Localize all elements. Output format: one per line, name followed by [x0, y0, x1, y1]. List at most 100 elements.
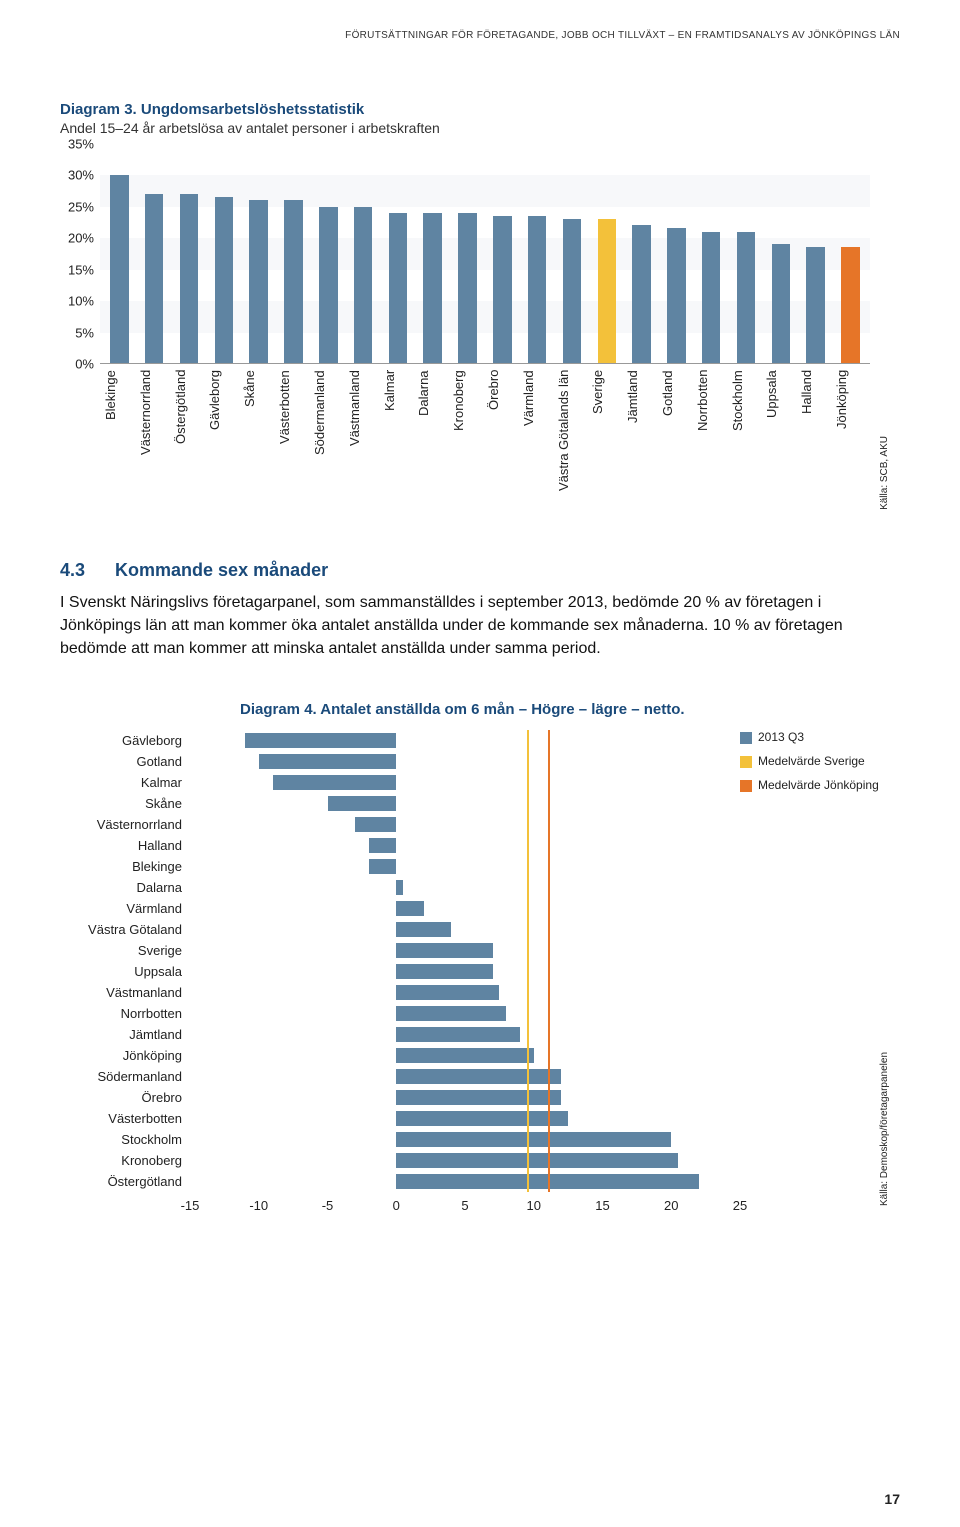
chart1-bar	[249, 200, 267, 363]
chart2-ylabel: Blekinge	[60, 856, 190, 877]
chart1-bar	[145, 194, 163, 363]
chart2-ylabel: Skåne	[60, 793, 190, 814]
chart2-ylabel: Värmland	[60, 898, 190, 919]
chart1-ytick: 15%	[68, 262, 94, 277]
chart1-bar	[598, 219, 616, 363]
section-body: I Svenskt Näringslivs företagarpanel, so…	[60, 591, 900, 661]
chart1-bar	[458, 213, 476, 363]
chart2-ylabel: Västernorrland	[60, 814, 190, 835]
chart1-bar	[772, 244, 790, 363]
chart1-xlabel: Örebro	[487, 370, 518, 510]
chart2-bar	[245, 733, 396, 748]
chart1-xlabel: Värmland	[522, 370, 553, 510]
chart1-xlabel: Gotland	[661, 370, 692, 510]
chart2-ylabel: Västmanland	[60, 982, 190, 1003]
chart1-xlabel: Västmanland	[348, 370, 379, 510]
chart1-bar	[284, 200, 302, 363]
chart2-bar	[396, 880, 403, 895]
chart1-bar	[215, 197, 233, 363]
chart1-xlabel: Östergötland	[174, 370, 205, 510]
chart1-bar	[563, 219, 581, 363]
chart2-ylabel: Örebro	[60, 1087, 190, 1108]
chart1-bar	[841, 247, 859, 363]
section-number: 4.3	[60, 560, 85, 580]
chart1-bar	[737, 232, 755, 363]
chart1-bar	[319, 207, 337, 363]
chart1-bar	[702, 232, 720, 363]
chart1-plot: 0%5%10%15%20%25%30%35%	[100, 144, 870, 364]
chart2-ylabel: Södermanland	[60, 1066, 190, 1087]
chart2-bar	[273, 775, 397, 790]
chart2-plot	[190, 730, 740, 1192]
chart1-bar	[423, 213, 441, 363]
chart1-ytick: 5%	[75, 325, 94, 340]
chart1-source: Källa: SCB, AKU	[879, 436, 890, 510]
chart1-bar	[667, 228, 685, 363]
chart2-bar	[396, 1027, 520, 1042]
chart1-bar	[806, 247, 824, 363]
chart2-bar	[396, 1048, 534, 1063]
chart1-ytick: 25%	[68, 199, 94, 214]
chart2-xtick: -10	[249, 1198, 268, 1213]
chart2-ylabel: Gävleborg	[60, 730, 190, 751]
chart1-xlabel: Sverige	[591, 370, 622, 510]
legend-label-ref2: Medelvärde Jönköping	[758, 778, 879, 792]
chart1-bar	[632, 225, 650, 363]
chart1-xlabel: Skåne	[243, 370, 274, 510]
chart2-ylabel: Dalarna	[60, 877, 190, 898]
chart2-bar	[259, 754, 397, 769]
chart2-bar	[396, 1090, 561, 1105]
chart1-xlabel: Uppsala	[765, 370, 796, 510]
chart1-bar	[354, 207, 372, 363]
chart1-xlabel: Blekinge	[104, 370, 135, 510]
chart2-bar	[396, 901, 424, 916]
section-heading: 4.3Kommande sex månader	[60, 560, 900, 581]
chart2-bar	[369, 838, 397, 853]
chart1-title: Diagram 3. Ungdomsarbetslöshetsstatistik	[60, 101, 900, 118]
chart2-bar	[328, 796, 397, 811]
chart2-bar	[396, 1132, 671, 1147]
chart1-ytick: 10%	[68, 294, 94, 309]
chart1-ytick: 30%	[68, 168, 94, 183]
chart2-ylabel: Norrbotten	[60, 1003, 190, 1024]
chart1-xlabel: Västra Götalands län	[557, 370, 588, 510]
chart1-xlabel: Västerbotten	[278, 370, 309, 510]
chart2-xtick: 25	[733, 1198, 747, 1213]
chart2-xtick: 10	[527, 1198, 541, 1213]
chart1-xlabel: Västernorrland	[139, 370, 170, 510]
chart2-bar	[396, 1006, 506, 1021]
chart2-block: Diagram 4. Antalet anställda om 6 mån – …	[60, 701, 900, 1216]
chart1-xlabel: Stockholm	[731, 370, 762, 510]
chart1-xlabel: Jämtland	[626, 370, 657, 510]
chart1-block: Diagram 3. Ungdomsarbetslöshetsstatistik…	[60, 101, 900, 510]
chart2-xtick: -5	[322, 1198, 334, 1213]
chart2-bar	[396, 985, 499, 1000]
chart2-bar	[396, 1111, 568, 1126]
chart1-xlabel: Gävleborg	[208, 370, 239, 510]
legend-swatch-ref2	[740, 780, 752, 792]
chart2-title: Diagram 4. Antalet anställda om 6 mån – …	[240, 701, 900, 718]
chart1-xlabels: BlekingeVästernorrlandÖstergötlandGävleb…	[100, 370, 870, 510]
chart2-bar	[396, 1069, 561, 1084]
chart2-ylabel: Kalmar	[60, 772, 190, 793]
chart2-ylabel: Jämtland	[60, 1024, 190, 1045]
chart1-ytick: 0%	[75, 357, 94, 372]
chart1-xlabel: Jönköping	[835, 370, 866, 510]
chart2-legend: 2013 Q3 Medelvärde Sverige Medelvärde Jö…	[740, 730, 890, 802]
chart2-refline-sverige	[527, 730, 529, 1192]
chart1-xlabel: Södermanland	[313, 370, 344, 510]
chart1-xlabel: Halland	[800, 370, 831, 510]
chart2-bar	[396, 943, 492, 958]
chart2-ylabel: Halland	[60, 835, 190, 856]
chart2-ylabel: Västra Götaland	[60, 919, 190, 940]
page-number: 17	[884, 1491, 900, 1507]
chart2-ylabel: Stockholm	[60, 1129, 190, 1150]
chart1-bar	[110, 175, 128, 363]
legend-label-series: 2013 Q3	[758, 730, 804, 744]
chart1-xlabel: Kronoberg	[452, 370, 483, 510]
legend-swatch-ref1	[740, 756, 752, 768]
chart2-ylabel: Västerbotten	[60, 1108, 190, 1129]
chart2-refline-jonkoping	[548, 730, 550, 1192]
chart1-xlabel: Dalarna	[417, 370, 448, 510]
chart2-ylabel: Jönköping	[60, 1045, 190, 1066]
